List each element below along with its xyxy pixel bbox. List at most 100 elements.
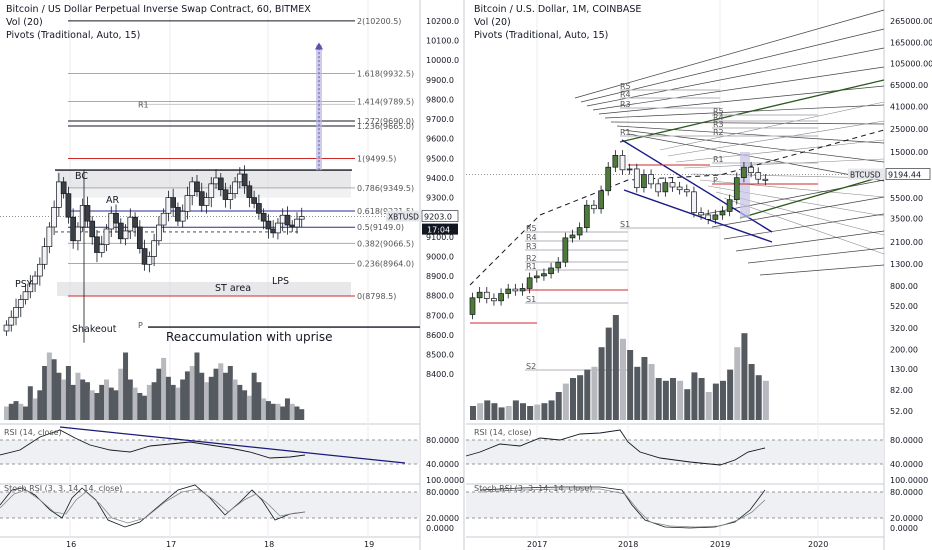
volume-bar bbox=[741, 333, 748, 420]
price-tick: 9100.0 bbox=[426, 233, 454, 242]
volume-bar bbox=[584, 369, 591, 420]
price-tick: 8400.0 bbox=[426, 370, 454, 379]
volume-bar bbox=[118, 368, 124, 420]
candle bbox=[41, 246, 48, 265]
rsi-pane: RSI (14, close) 80.0000 40.0000 bbox=[465, 428, 923, 469]
volume-bar bbox=[620, 338, 626, 420]
price-tick: 9900.0 bbox=[426, 76, 454, 85]
volume-bars bbox=[470, 315, 769, 420]
volume-bar bbox=[484, 400, 491, 420]
volume-bar bbox=[548, 400, 555, 420]
stoch-tick: 100.0000 bbox=[890, 476, 928, 485]
price-tick: 9500.0 bbox=[426, 154, 454, 163]
volume-bar bbox=[555, 392, 562, 420]
volume-bar bbox=[270, 403, 276, 420]
price-tick: 2100.00 bbox=[890, 238, 923, 247]
stoch-rsi-pane: Stoch RSI (3, 3, 14, 14, close) 100.0000 8… bbox=[0, 476, 464, 533]
price-tick: 8700.0 bbox=[426, 311, 454, 320]
time-axis[interactable]: 16 17 18 19 bbox=[66, 540, 374, 549]
pivot-label: R5 bbox=[526, 224, 537, 233]
candle bbox=[46, 226, 53, 247]
annotation-bc: BC bbox=[75, 171, 88, 182]
candles bbox=[3, 165, 305, 343]
volume-bar bbox=[251, 372, 257, 420]
candle bbox=[160, 212, 167, 226]
candle bbox=[626, 168, 633, 171]
volume-bar bbox=[27, 386, 33, 420]
price-axis[interactable]: 10200.0 10100.0 10000.0 9900.0 9800.0 9700.0 9… bbox=[386, 17, 459, 379]
stoch-label: Stoch RSI (3, 3, 14, 14, close) bbox=[474, 484, 592, 493]
fan-line bbox=[747, 247, 885, 264]
right-chart-panel: R5R4R3R2R1PS1S2R5R4R3R1S1R5R4R3R2R1P RSI… bbox=[463, 0, 932, 550]
candle bbox=[284, 214, 291, 226]
candle bbox=[512, 288, 519, 292]
volume-bar bbox=[161, 357, 167, 420]
symbol-tag-label: BTCUSD bbox=[850, 171, 881, 180]
candle bbox=[198, 191, 205, 206]
candle bbox=[619, 155, 626, 171]
volume-bar bbox=[246, 395, 252, 420]
candle bbox=[289, 224, 296, 228]
candle bbox=[75, 226, 81, 242]
price-tick: 8600.0 bbox=[426, 331, 454, 340]
pivot-label: R5 bbox=[713, 107, 724, 116]
candle bbox=[217, 177, 224, 191]
candle bbox=[179, 210, 186, 222]
candle bbox=[270, 228, 277, 234]
candle bbox=[165, 197, 172, 214]
candle bbox=[27, 283, 34, 293]
price-tick: 3500.00 bbox=[890, 215, 923, 224]
candle bbox=[705, 214, 712, 220]
volume-bar bbox=[727, 369, 734, 420]
volume-bar bbox=[641, 357, 648, 420]
time-axis[interactable]: 2017 2018 2019 2020 bbox=[527, 540, 828, 549]
price-axis[interactable]: 265000.00 165000.00 105000.00 65000.00 41000… bbox=[848, 17, 932, 416]
candle bbox=[294, 218, 300, 228]
volume-bar bbox=[180, 379, 186, 420]
fan-line bbox=[759, 264, 885, 276]
candle bbox=[541, 273, 547, 277]
volume-bar bbox=[208, 376, 214, 420]
price-tick: 10100.0 bbox=[426, 37, 459, 46]
volume-bar bbox=[13, 401, 19, 420]
candle bbox=[56, 181, 62, 208]
fib-label: 2(10200.5) bbox=[357, 17, 401, 26]
candle bbox=[533, 275, 540, 279]
volume-bar bbox=[70, 384, 76, 420]
candle bbox=[236, 173, 243, 183]
stoch-tick: 0.0000 bbox=[426, 524, 454, 533]
candle bbox=[741, 166, 747, 178]
price-tick: 200.00 bbox=[890, 345, 918, 354]
pivot-label: R2 bbox=[526, 254, 537, 263]
candle bbox=[232, 181, 238, 195]
candle bbox=[491, 298, 497, 302]
candle bbox=[113, 212, 119, 224]
candle bbox=[748, 166, 754, 173]
stoch-tick: 80.0000 bbox=[426, 488, 459, 497]
candle bbox=[612, 155, 619, 168]
target-box bbox=[316, 44, 322, 171]
channel-lower bbox=[739, 175, 885, 219]
time-tick: 18 bbox=[264, 540, 274, 549]
volume-bar bbox=[294, 406, 300, 420]
candle bbox=[136, 226, 143, 249]
volume-bar bbox=[51, 359, 57, 420]
volume-bar bbox=[84, 382, 90, 420]
candle bbox=[65, 193, 72, 218]
volume-bar bbox=[275, 403, 281, 420]
candle bbox=[691, 191, 697, 213]
volume-bar bbox=[4, 406, 9, 420]
rsi-label: RSI (14, close) bbox=[4, 428, 62, 437]
fib-label: 0.786(9349.5) bbox=[357, 184, 414, 193]
candle bbox=[555, 261, 562, 269]
candle bbox=[94, 236, 100, 253]
volume-bar bbox=[194, 352, 200, 420]
volume-bars bbox=[4, 352, 305, 420]
candle bbox=[98, 244, 105, 253]
volume-bar bbox=[184, 371, 190, 420]
price-tick: 320.00 bbox=[890, 324, 918, 333]
volume-bar bbox=[491, 403, 498, 420]
volume-bar bbox=[46, 352, 52, 420]
price-tick: 10200.0 bbox=[426, 17, 459, 26]
candle bbox=[146, 256, 153, 265]
